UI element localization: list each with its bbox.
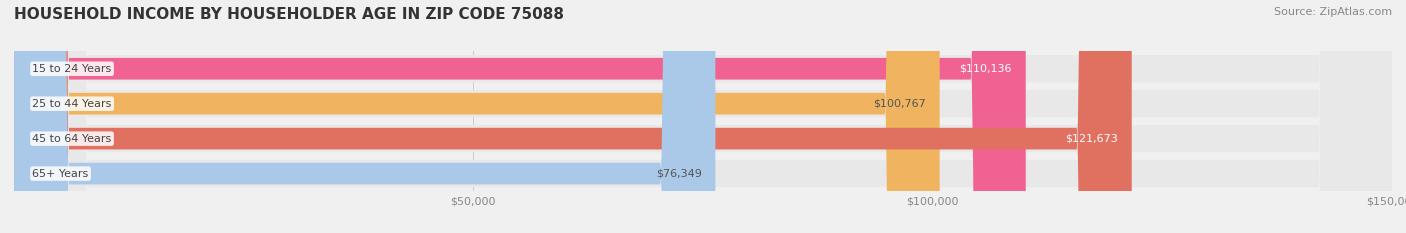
Text: $100,767: $100,767 <box>873 99 927 109</box>
FancyBboxPatch shape <box>14 0 939 233</box>
Text: 15 to 24 Years: 15 to 24 Years <box>32 64 111 74</box>
Text: $76,349: $76,349 <box>655 169 702 178</box>
FancyBboxPatch shape <box>14 0 1392 233</box>
FancyBboxPatch shape <box>14 0 1392 233</box>
FancyBboxPatch shape <box>14 0 716 233</box>
Text: 25 to 44 Years: 25 to 44 Years <box>32 99 112 109</box>
Text: HOUSEHOLD INCOME BY HOUSEHOLDER AGE IN ZIP CODE 75088: HOUSEHOLD INCOME BY HOUSEHOLDER AGE IN Z… <box>14 7 564 22</box>
Text: $110,136: $110,136 <box>959 64 1012 74</box>
FancyBboxPatch shape <box>14 0 1392 233</box>
Text: 45 to 64 Years: 45 to 64 Years <box>32 134 111 144</box>
FancyBboxPatch shape <box>14 0 1132 233</box>
Text: 65+ Years: 65+ Years <box>32 169 89 178</box>
Text: Source: ZipAtlas.com: Source: ZipAtlas.com <box>1274 7 1392 17</box>
Text: $121,673: $121,673 <box>1066 134 1118 144</box>
FancyBboxPatch shape <box>14 0 1026 233</box>
FancyBboxPatch shape <box>14 0 1392 233</box>
